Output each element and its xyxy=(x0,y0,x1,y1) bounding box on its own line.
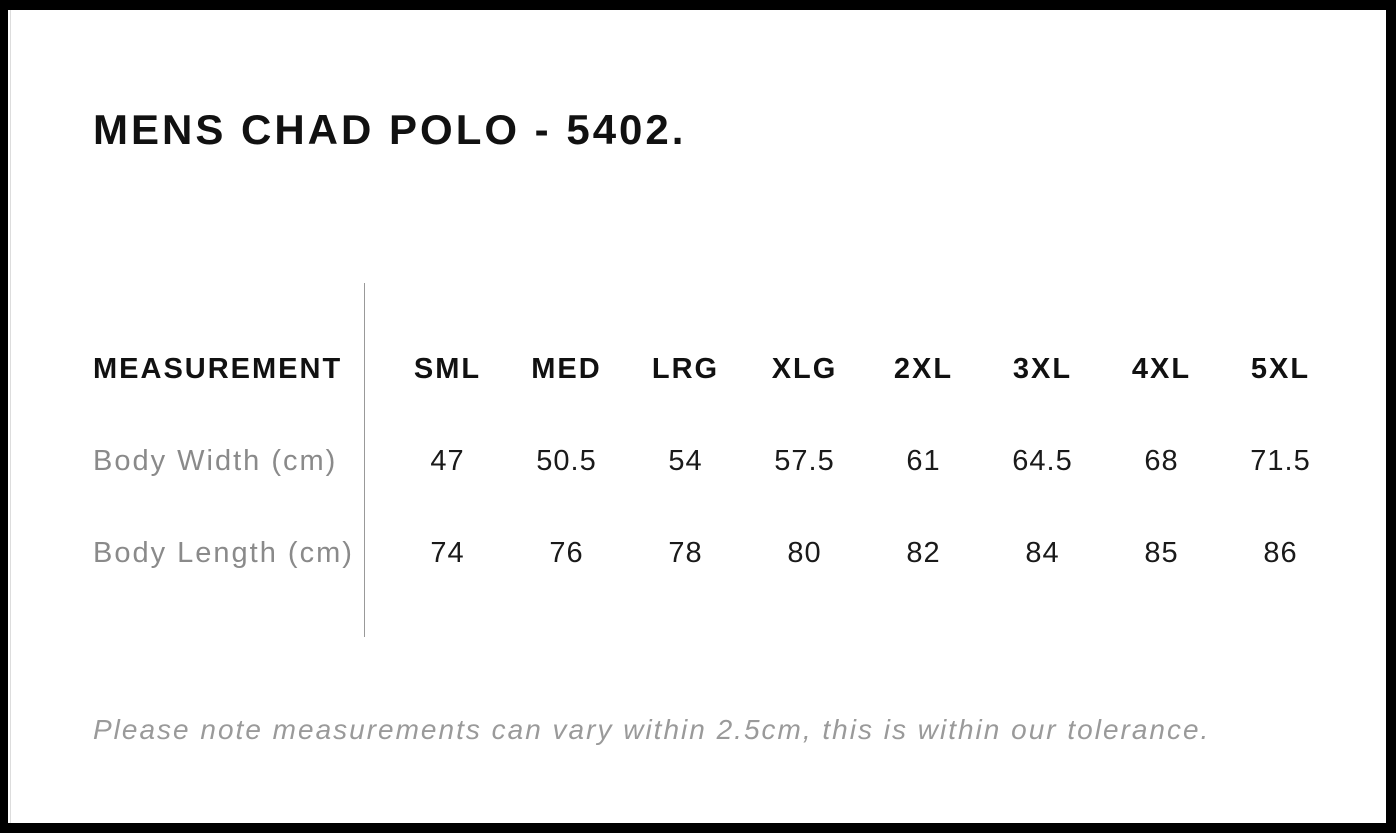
body-width-3xl: 64.5 xyxy=(1012,444,1073,477)
size-header-xlg: XLG xyxy=(771,352,838,385)
body-width-med: 50.5 xyxy=(536,444,597,477)
body-width-lrg: 54 xyxy=(668,444,703,477)
size-header-2xl: 2XL xyxy=(893,352,954,385)
body-length-med: 76 xyxy=(549,536,584,569)
body-width-xlg: 57.5 xyxy=(774,444,835,477)
tolerance-note: Please note measurements can vary within… xyxy=(93,714,1211,745)
size-header-cells: SML MED LRG XLG 2XL 3XL 4XL 5XL xyxy=(364,353,1364,386)
row-label-body-length: Body Length (cm) xyxy=(93,536,354,569)
body-width-2xl: 61 xyxy=(906,444,941,477)
row-label-body-width: Body Width (cm) xyxy=(93,444,338,477)
size-header-sml: SML xyxy=(413,352,482,385)
size-chart-card: MENS CHAD POLO - 5402. MEASUREMENT SML M… xyxy=(8,10,1386,823)
body-length-values: 74 76 78 80 82 84 85 86 xyxy=(364,537,1364,570)
size-header-5xl: 5XL xyxy=(1250,352,1311,385)
size-header-lrg: LRG xyxy=(651,352,720,385)
body-width-5xl: 71.5 xyxy=(1250,444,1311,477)
table-row-body-width: Body Width (cm) 47 50.5 54 57.5 61 64.5 … xyxy=(93,441,1364,481)
body-length-5xl: 86 xyxy=(1263,536,1298,569)
body-width-values: 47 50.5 54 57.5 61 64.5 68 71.5 xyxy=(364,445,1364,478)
body-length-2xl: 82 xyxy=(906,536,941,569)
body-length-lrg: 78 xyxy=(668,536,703,569)
size-header-med: MED xyxy=(531,352,602,385)
body-width-sml: 47 xyxy=(430,444,465,477)
page-title: MENS CHAD POLO - 5402. xyxy=(93,106,687,153)
size-table-header-row: MEASUREMENT SML MED LRG XLG 2XL 3XL 4XL … xyxy=(93,349,1364,389)
size-header-4xl: 4XL xyxy=(1131,352,1192,385)
body-length-3xl: 84 xyxy=(1025,536,1060,569)
table-row-body-length: Body Length (cm) 74 76 78 80 82 84 85 86 xyxy=(93,533,1364,573)
body-length-4xl: 85 xyxy=(1144,536,1179,569)
body-length-sml: 74 xyxy=(430,536,465,569)
size-table: MEASUREMENT SML MED LRG XLG 2XL 3XL 4XL … xyxy=(93,283,1364,637)
measurement-header: MEASUREMENT xyxy=(93,352,343,385)
body-width-4xl: 68 xyxy=(1144,444,1179,477)
size-header-3xl: 3XL xyxy=(1012,352,1073,385)
table-divider xyxy=(364,283,365,637)
body-length-xlg: 80 xyxy=(787,536,822,569)
